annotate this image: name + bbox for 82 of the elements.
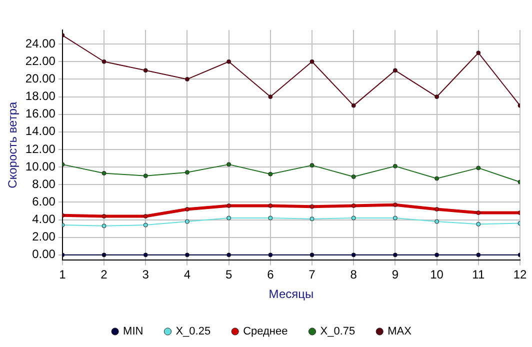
point	[434, 252, 440, 258]
point	[476, 50, 481, 56]
point	[268, 203, 273, 208]
y-tick-label: 22.00	[25, 54, 56, 68]
y-tick-label: 14.00	[25, 124, 56, 138]
legend-label: Среднее	[243, 326, 288, 338]
point	[226, 162, 232, 167]
point	[226, 252, 232, 258]
point	[268, 216, 273, 220]
point	[434, 219, 440, 224]
point	[143, 222, 148, 228]
y-tick-label: 2.00	[32, 230, 56, 244]
y-tick-label: 10.00	[25, 159, 56, 174]
x-tick-label: 7	[308, 268, 316, 282]
y-tick-label: 12.00	[25, 142, 56, 156]
point	[476, 166, 481, 170]
y-tick-label: 4.00	[32, 212, 56, 226]
point	[226, 216, 232, 220]
point	[310, 204, 314, 209]
legend-label: X_0.25	[176, 326, 211, 338]
point	[184, 252, 190, 258]
x-tick-label: 10	[430, 268, 444, 282]
point	[184, 76, 190, 82]
point	[434, 176, 440, 181]
x-tick-label: 3	[142, 268, 150, 282]
point	[310, 59, 314, 64]
y-tick-label: 0.00	[32, 247, 56, 262]
point	[102, 224, 106, 228]
point	[268, 252, 273, 258]
y-tick-label: 6.00	[32, 194, 56, 209]
point	[268, 94, 273, 100]
x-tick-label: 12	[513, 268, 527, 282]
point	[434, 94, 440, 100]
point	[476, 210, 481, 216]
point	[226, 203, 232, 208]
point	[351, 252, 356, 258]
point	[310, 216, 314, 222]
point	[226, 59, 232, 64]
x-tick-label: 9	[392, 268, 399, 282]
point	[351, 216, 356, 220]
legend-label: X_0.75	[320, 326, 356, 338]
y-tick-label: 24.00	[25, 36, 56, 50]
point	[434, 206, 440, 212]
point	[392, 216, 398, 220]
x-tick-label: 11	[472, 268, 485, 282]
y-tick-label: 16.00	[25, 106, 56, 121]
point	[184, 219, 190, 224]
legend-label: MAX	[388, 326, 412, 338]
point	[476, 222, 481, 226]
y-tick-label: 20.00	[25, 72, 56, 86]
legend-label: MIN	[123, 326, 144, 338]
point	[143, 252, 148, 258]
x-axis-title: Месяцы	[268, 287, 314, 302]
point	[184, 206, 190, 212]
x-tick-label: 8	[350, 268, 358, 282]
point	[102, 59, 106, 64]
point	[351, 203, 356, 208]
point	[143, 68, 148, 73]
point	[310, 252, 314, 258]
point	[102, 252, 106, 258]
point	[143, 174, 148, 178]
point	[351, 174, 356, 179]
point	[143, 214, 148, 219]
point	[184, 170, 190, 175]
point	[102, 214, 106, 219]
point	[268, 172, 273, 176]
x-tick-label: 2	[100, 268, 108, 282]
x-tick-label: 1	[59, 268, 66, 282]
point	[476, 252, 481, 258]
x-tick-label: 6	[267, 268, 274, 282]
point	[392, 68, 398, 73]
y-axis-title: Скорость ветра	[6, 102, 20, 188]
x-tick-label: 5	[225, 268, 232, 282]
y-tick-label: 8.00	[32, 176, 56, 191]
point	[102, 170, 106, 176]
point	[392, 252, 398, 258]
x-tick-label: 4	[184, 268, 191, 282]
y-tick-label: 18.00	[25, 89, 56, 104]
point	[351, 103, 356, 108]
point	[392, 202, 398, 208]
point	[392, 164, 398, 168]
point	[310, 163, 314, 168]
